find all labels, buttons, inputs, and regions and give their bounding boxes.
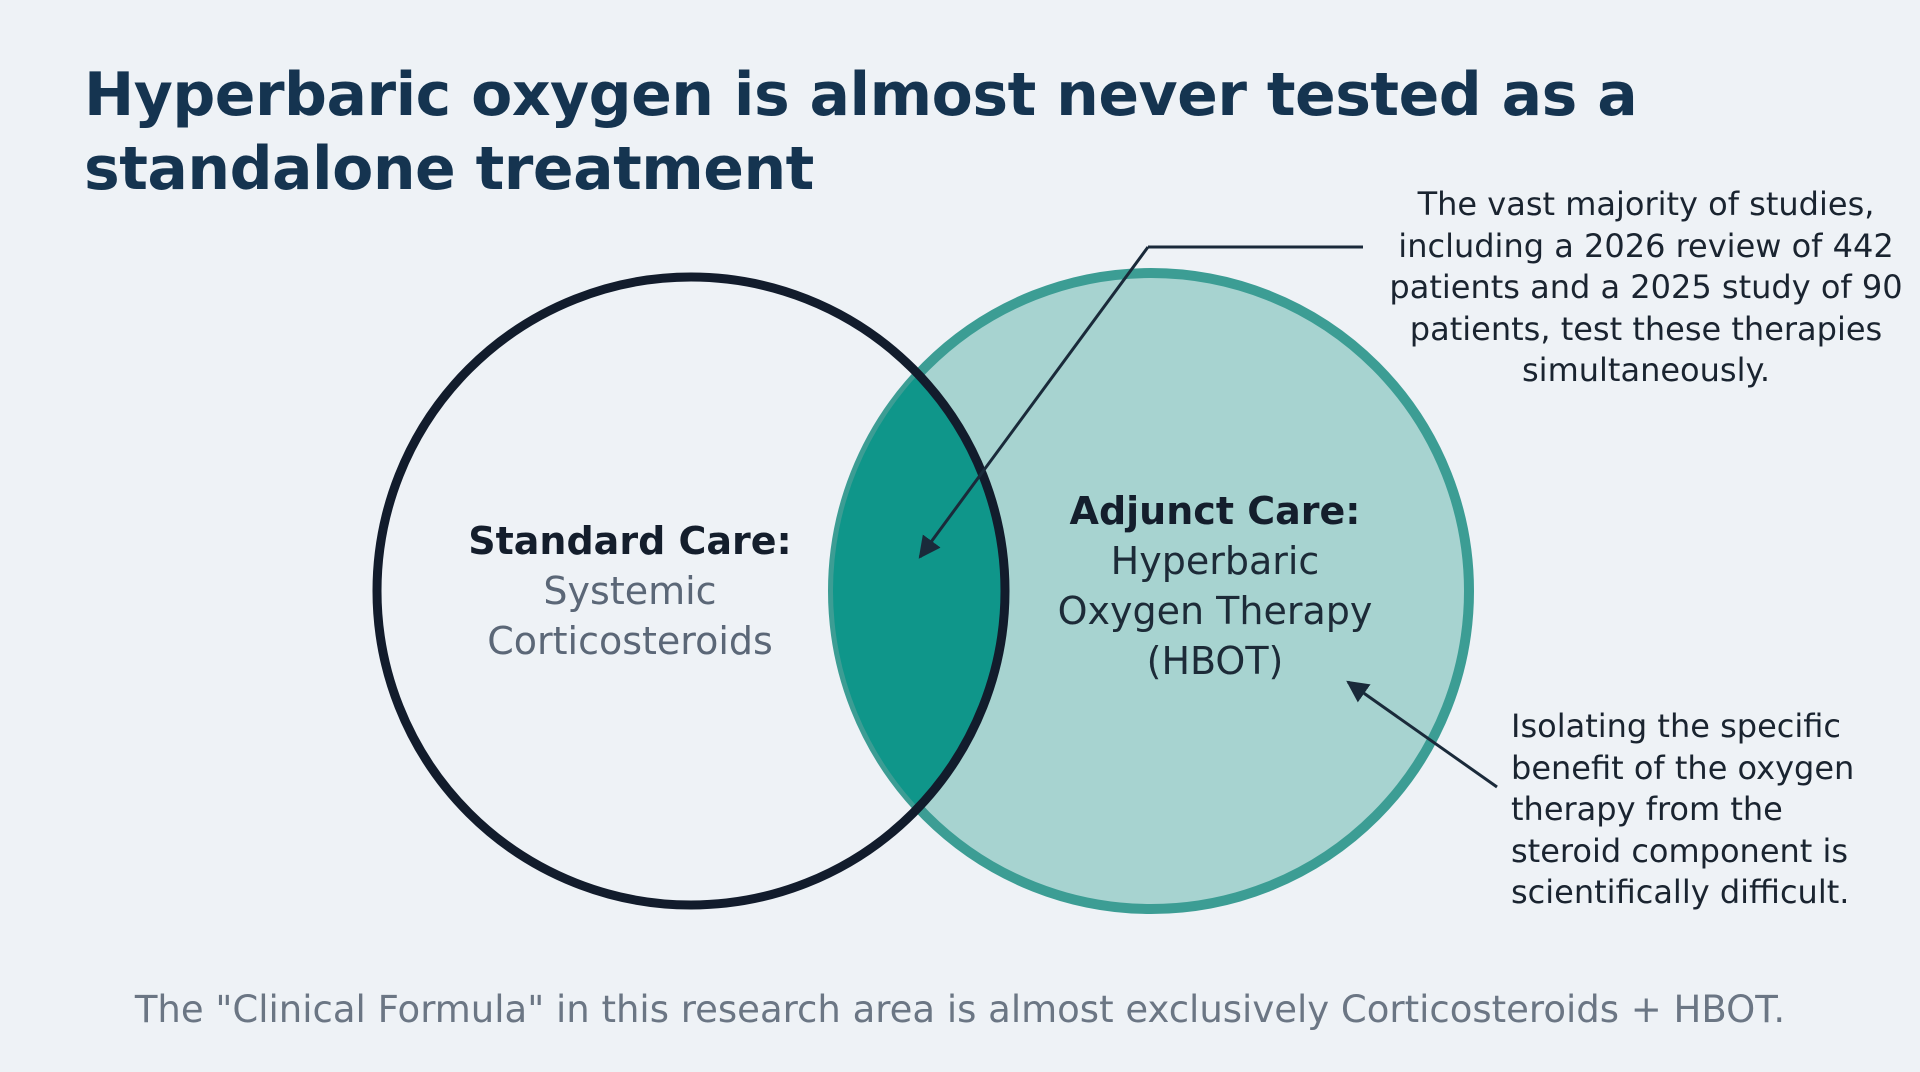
title-line-2: standalone treatment: [84, 134, 814, 204]
callout-top-line-2: including a 2026 review of 442: [1398, 226, 1894, 265]
top-callout-arrow: [918, 246, 1150, 559]
isolation-difficulty-callout: Isolating the specific benefit of the ox…: [1511, 706, 1911, 914]
callout-bottom-line-5: scientifically difficult.: [1511, 873, 1850, 911]
page-title: Hyperbaric oxygen is almost never tested…: [84, 58, 1684, 206]
bottom-callout-arrow: [1346, 680, 1498, 789]
title-line-1: Hyperbaric oxygen is almost never tested…: [84, 60, 1638, 130]
footer-caption: The "Clinical Formula" in this research …: [134, 988, 1786, 1031]
simultaneous-testing-callout: The vast majority of studies, including …: [1386, 184, 1906, 392]
standard-care-circle: [372, 272, 1010, 910]
adjunct-care-label: Adjunct Care: Hyperbaric Oxygen Therapy …: [1010, 486, 1420, 686]
callout-bottom-line-1: Isolating the specific: [1511, 707, 1841, 745]
callout-top-line-1: The vast majority of studies,: [1417, 185, 1875, 223]
standard-care-heading: Standard Care:: [468, 519, 792, 563]
callout-bottom-line-3: therapy from the: [1511, 790, 1783, 828]
standard-care-label: Standard Care: Systemic Corticosteroids: [430, 516, 830, 666]
callout-top-line-5: simultaneously.: [1522, 351, 1770, 389]
callout-top-line-4: patients, test these therapies: [1409, 309, 1883, 348]
standard-care-body-line-2: Corticosteroids: [487, 619, 773, 663]
adjunct-care-body-line-1: Hyperbaric: [1110, 539, 1320, 583]
adjunct-care-heading: Adjunct Care:: [1069, 489, 1361, 533]
adjunct-care-body-line-3: (HBOT): [1146, 639, 1284, 683]
callout-bottom-line-4: steroid component is: [1511, 831, 1849, 870]
standard-care-body-line-1: Systemic: [543, 569, 717, 613]
callout-bottom-line-2: benefit of the oxygen: [1511, 748, 1855, 787]
adjunct-care-body-line-2: Oxygen Therapy: [1057, 589, 1373, 633]
callout-top-line-3: patients and a 2025 study of 90: [1389, 268, 1903, 306]
